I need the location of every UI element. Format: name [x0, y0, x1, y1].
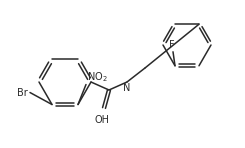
- Text: OH: OH: [95, 115, 110, 125]
- Text: Br: Br: [17, 87, 28, 98]
- Text: F: F: [169, 40, 175, 50]
- Text: N: N: [123, 83, 131, 93]
- Text: NO$_2$: NO$_2$: [87, 70, 108, 83]
